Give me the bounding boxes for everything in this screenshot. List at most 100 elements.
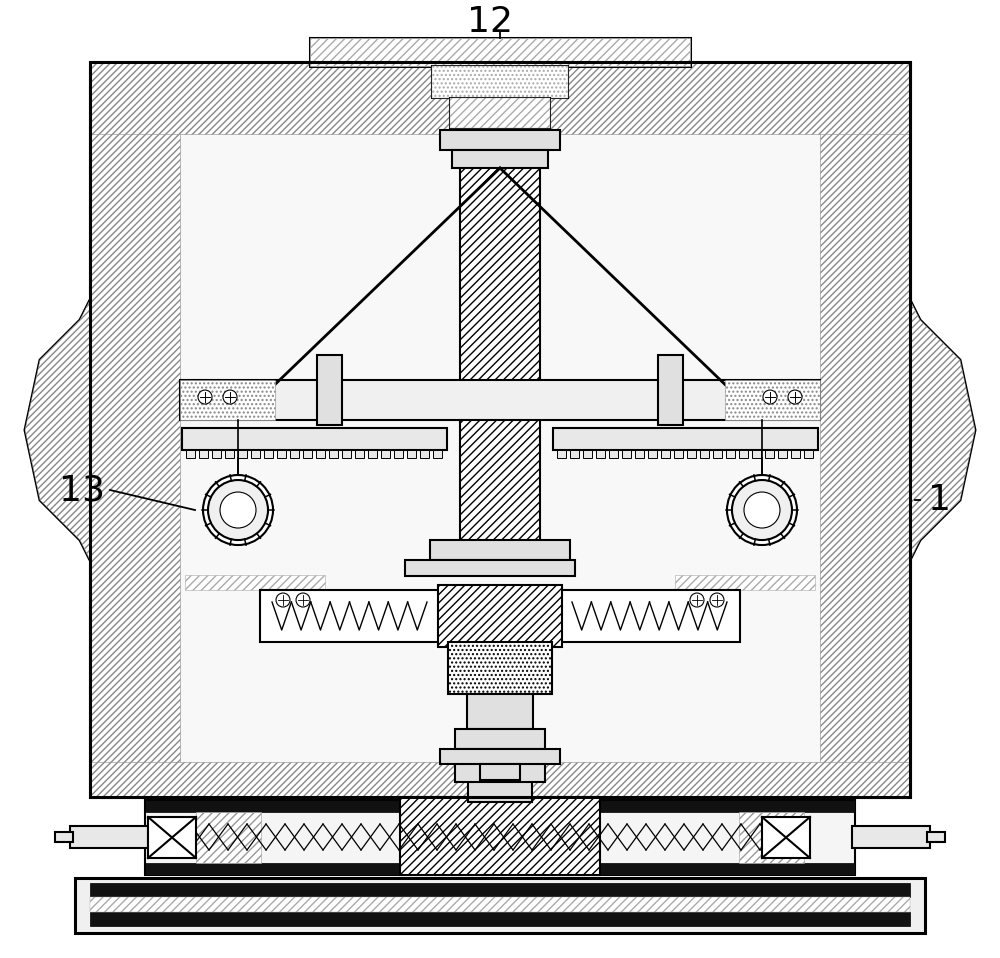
- Bar: [480, 764, 520, 780]
- Bar: [467, 694, 533, 729]
- Bar: [661, 450, 670, 458]
- Bar: [455, 762, 545, 782]
- Bar: [804, 450, 813, 458]
- Bar: [820, 62, 910, 797]
- Bar: [70, 826, 148, 848]
- Bar: [596, 450, 605, 458]
- Bar: [381, 450, 390, 458]
- Text: 12: 12: [467, 5, 513, 39]
- Bar: [260, 590, 440, 642]
- Circle shape: [763, 390, 777, 404]
- Bar: [145, 800, 855, 875]
- Bar: [405, 560, 575, 576]
- Bar: [90, 62, 910, 797]
- Bar: [557, 450, 566, 458]
- Bar: [739, 812, 804, 863]
- Bar: [687, 450, 696, 458]
- Text: 1: 1: [928, 483, 951, 517]
- Bar: [700, 450, 709, 458]
- Bar: [317, 355, 342, 425]
- Circle shape: [220, 492, 256, 528]
- Bar: [648, 450, 657, 458]
- Bar: [180, 380, 820, 420]
- Bar: [430, 540, 570, 560]
- Bar: [148, 817, 196, 858]
- Bar: [725, 380, 820, 420]
- Bar: [145, 800, 855, 812]
- Bar: [407, 450, 416, 458]
- Bar: [199, 450, 208, 458]
- Bar: [225, 450, 234, 458]
- Bar: [251, 450, 260, 458]
- Bar: [583, 450, 592, 458]
- Bar: [196, 812, 261, 863]
- Bar: [450, 98, 550, 128]
- Bar: [264, 450, 273, 458]
- Circle shape: [727, 475, 797, 545]
- Text: 13: 13: [59, 473, 105, 507]
- Polygon shape: [910, 300, 975, 560]
- Bar: [622, 450, 631, 458]
- Bar: [440, 749, 560, 764]
- Bar: [553, 428, 818, 450]
- Bar: [355, 450, 364, 458]
- Circle shape: [744, 492, 780, 528]
- Circle shape: [732, 480, 792, 540]
- Bar: [90, 897, 910, 912]
- Bar: [791, 450, 800, 458]
- Bar: [310, 38, 690, 66]
- Bar: [90, 883, 910, 897]
- Bar: [570, 450, 579, 458]
- Bar: [455, 729, 545, 749]
- Bar: [440, 130, 560, 150]
- Bar: [635, 450, 644, 458]
- Bar: [432, 66, 568, 98]
- Bar: [316, 450, 325, 458]
- Circle shape: [203, 475, 273, 545]
- Bar: [609, 450, 618, 458]
- Bar: [450, 98, 550, 128]
- Bar: [433, 450, 442, 458]
- Bar: [420, 450, 429, 458]
- Bar: [927, 832, 945, 842]
- Circle shape: [296, 593, 310, 607]
- Bar: [674, 450, 683, 458]
- Bar: [277, 450, 286, 458]
- Bar: [752, 450, 761, 458]
- Bar: [762, 817, 810, 858]
- Bar: [90, 62, 180, 797]
- Bar: [852, 826, 930, 848]
- Bar: [400, 797, 600, 875]
- Polygon shape: [910, 300, 975, 560]
- Bar: [90, 62, 910, 797]
- Bar: [238, 450, 247, 458]
- Bar: [75, 878, 925, 933]
- Bar: [90, 762, 910, 797]
- Bar: [185, 575, 325, 590]
- Bar: [310, 38, 690, 66]
- Bar: [182, 428, 447, 450]
- Bar: [290, 450, 299, 458]
- Bar: [675, 575, 815, 590]
- Bar: [394, 450, 403, 458]
- Bar: [212, 450, 221, 458]
- Bar: [452, 150, 548, 168]
- Bar: [658, 355, 683, 425]
- Circle shape: [198, 390, 212, 404]
- Bar: [432, 66, 568, 98]
- Polygon shape: [25, 300, 90, 560]
- Bar: [560, 590, 740, 642]
- Circle shape: [208, 480, 268, 540]
- Bar: [765, 450, 774, 458]
- Circle shape: [788, 390, 802, 404]
- Bar: [460, 130, 540, 560]
- Bar: [303, 450, 312, 458]
- Bar: [180, 380, 275, 420]
- Bar: [342, 450, 351, 458]
- Bar: [739, 450, 748, 458]
- Bar: [90, 62, 910, 134]
- Bar: [778, 450, 787, 458]
- Bar: [90, 912, 910, 926]
- Circle shape: [223, 390, 237, 404]
- Bar: [145, 863, 855, 875]
